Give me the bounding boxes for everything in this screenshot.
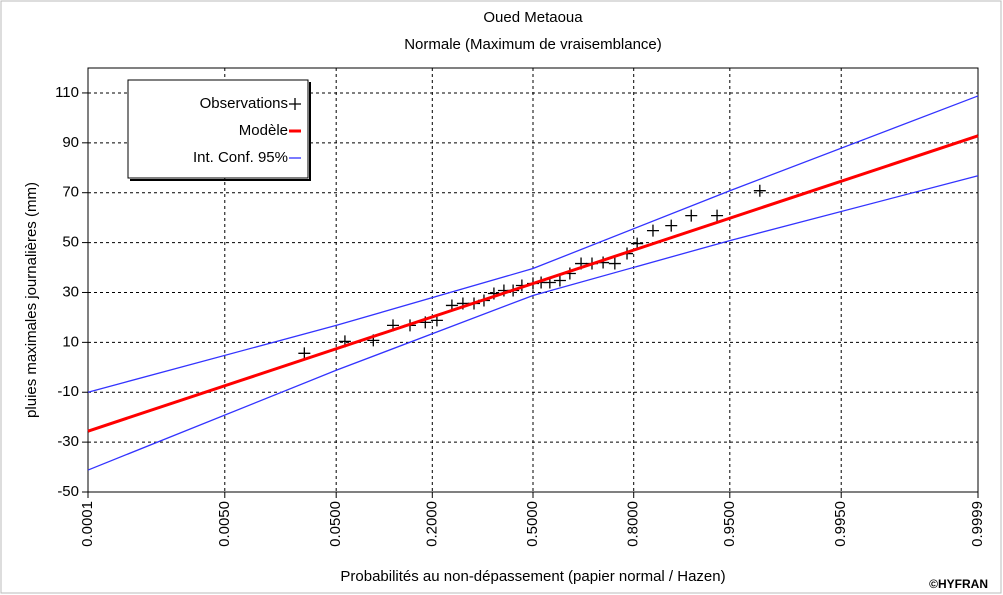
observation	[753, 184, 766, 197]
credit: ©HYFRAN	[929, 577, 988, 591]
legend-label: Int. Conf. 95%	[193, 149, 288, 166]
legend-label: Modèle	[239, 122, 288, 139]
y-tick-label: 110	[55, 84, 79, 101]
x-tick-label: 0.8000	[625, 501, 642, 547]
ci-lower	[87, 175, 979, 471]
x-tick-label: 0.5000	[524, 501, 541, 547]
y-tick-label: 50	[62, 234, 79, 251]
observation	[298, 347, 311, 360]
x-axis-label: Probabilités au non-dépassement (papier …	[340, 568, 725, 585]
legend-box	[127, 79, 309, 179]
observation	[665, 219, 678, 232]
y-tick-label: -30	[57, 433, 79, 450]
y-axis-label: pluies maximales journalières (mm)	[23, 182, 40, 418]
y-tick-label: -10	[57, 383, 79, 400]
y-tick-label: -50	[57, 483, 79, 500]
x-tick-label: 0.2000	[423, 501, 440, 547]
x-tick-label: 0.9950	[832, 501, 849, 547]
legend-label: Observations	[200, 95, 288, 112]
x-tick-label: 0.9999	[969, 501, 986, 547]
x-tick-label: 0.9500	[721, 501, 738, 547]
y-tick-label: 90	[62, 134, 79, 151]
y-tick-label: 70	[62, 184, 79, 201]
observation	[608, 257, 621, 270]
legend-shadow	[130, 82, 311, 181]
x-tick-label: 0.0050	[216, 501, 233, 547]
observation	[685, 209, 698, 222]
model-line	[87, 134, 979, 433]
ci-upper	[87, 95, 979, 393]
y-tick-label: 10	[62, 333, 79, 350]
chart-title: Oued Metaoua	[483, 9, 583, 26]
y-tick-label: 30	[62, 283, 79, 300]
observation	[553, 274, 566, 287]
observation	[646, 224, 659, 237]
x-tick-label: 0.0500	[327, 501, 344, 547]
chart-subtitle: Normale (Maximum de vraisemblance)	[404, 36, 662, 53]
legend-symbol	[289, 98, 301, 110]
x-tick-label: 0.0001	[79, 501, 96, 547]
observation	[711, 209, 724, 222]
